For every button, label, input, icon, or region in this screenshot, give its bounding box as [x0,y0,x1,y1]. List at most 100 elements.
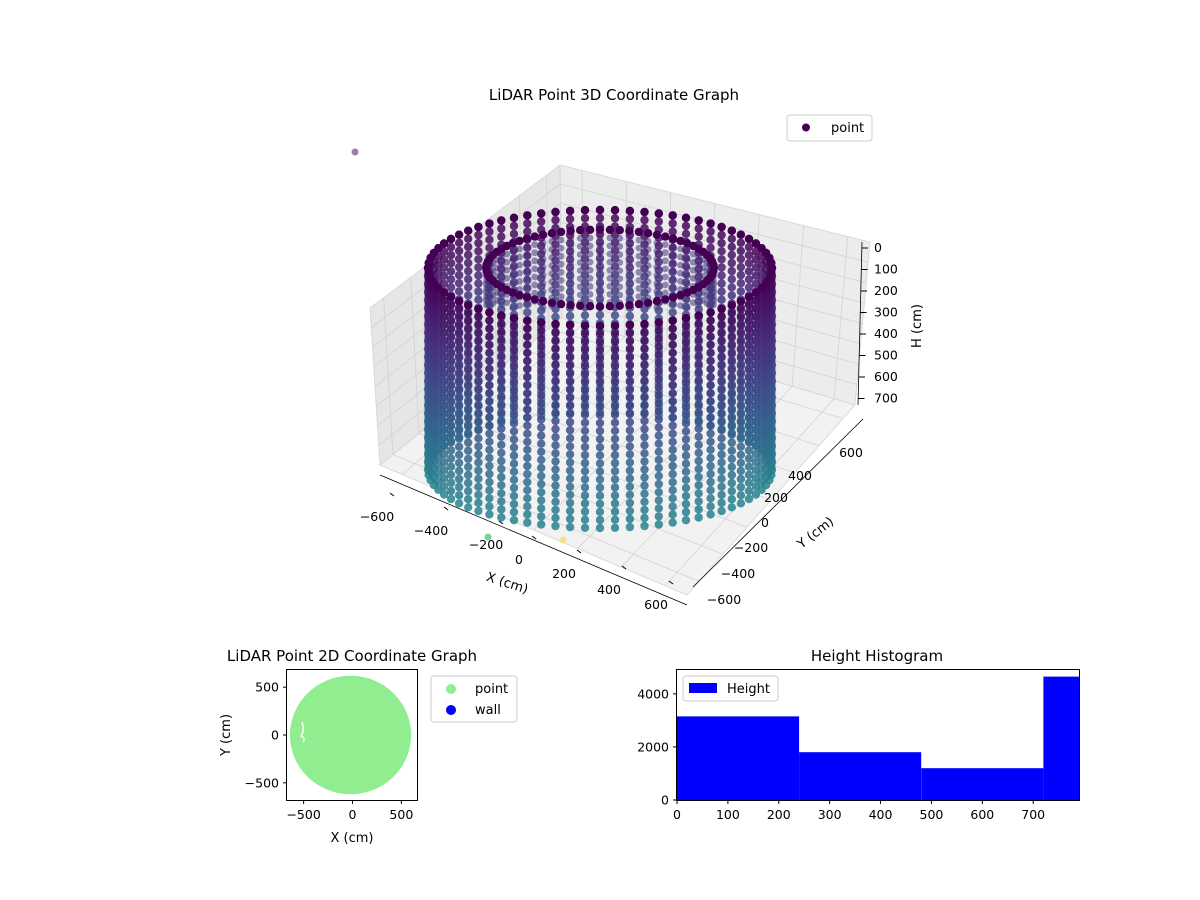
data-point [485,308,494,317]
data-point [439,320,449,329]
data-point [537,520,546,529]
data-point [625,300,634,310]
data-point [615,301,624,310]
outlier-point [559,536,567,544]
data-point [736,279,746,288]
data-point [681,483,691,493]
data-point [640,272,649,281]
data-point [485,453,494,463]
data-point [523,348,532,358]
data-point [497,497,506,506]
data-point [565,329,575,338]
data-point [537,257,546,267]
data-point [751,425,761,435]
data-point [668,316,677,325]
data-point [717,401,726,411]
data-point [439,361,449,370]
data-point [736,499,746,508]
data-point [595,246,605,255]
data-point [454,474,464,484]
data-point [625,401,635,411]
histogram-ticks: 0 100 200 300 400 500 600 700 0 2000 4000 [637,686,1045,822]
data-point [485,502,494,511]
data-point [580,450,590,460]
data-point [751,312,761,321]
data-point [654,217,663,226]
data-point [668,381,677,390]
data-point [551,400,560,409]
data-point [580,475,590,484]
histogram-bar [677,716,800,800]
data-point [439,328,449,338]
data-point [625,434,635,443]
data-point [446,405,456,415]
data-point [717,222,726,232]
data-point [654,447,663,456]
x-tick-3d [668,580,674,585]
data-point [717,458,726,467]
data-point [439,417,449,426]
data-point [474,255,483,264]
data-point [595,205,605,215]
data-point [497,232,506,241]
data-point [474,458,483,467]
data-point [727,381,736,391]
data-point [706,437,715,446]
data-point [537,488,546,497]
data-point [551,336,560,345]
data-point [454,337,464,346]
data-point [694,272,703,282]
data-point [610,515,620,524]
data-point [551,489,560,498]
data-point [474,329,483,338]
data-point [595,467,605,476]
data-point [610,311,620,320]
data-point [706,364,715,374]
data-point [744,494,754,504]
x-axis-label-2d: X (cm) [331,831,374,846]
data-point [580,329,590,339]
data-point [551,376,560,385]
data-point [439,409,449,418]
data-point [640,408,649,418]
data-point [537,415,546,424]
data-point [595,515,605,525]
data-point [625,206,635,216]
data-point [485,421,494,430]
data-point [727,503,736,512]
data-point [523,389,532,398]
data-point [635,236,643,244]
data-point [668,372,677,382]
data-point [551,280,560,289]
data-point [439,433,449,443]
data-point [446,267,456,276]
data-point [694,424,703,433]
data-point [706,494,715,503]
data-point [595,386,605,395]
data-point [694,264,703,274]
data-point [595,499,605,508]
data-point [523,381,532,390]
data-point [654,366,663,376]
data-point [625,337,635,346]
data-point [565,385,575,394]
data-point [595,443,605,452]
data-point [454,246,464,256]
data-point [717,385,726,394]
data-point [474,417,483,427]
data-point [485,510,494,519]
data-point [640,207,649,217]
data-point [474,279,483,288]
z-tick-label-3d: 300 [874,305,898,320]
data-point [640,240,649,249]
data-point [727,226,736,235]
data-point [551,521,560,531]
x-tick-label-3d: 0 [515,552,523,567]
data-point [485,243,494,252]
data-point [694,472,703,482]
data-point [565,377,575,386]
legend-histogram-label: Height [727,682,770,697]
data-point [485,235,494,244]
y-tick-label-2d: 500 [255,680,279,695]
data-point [610,499,620,508]
